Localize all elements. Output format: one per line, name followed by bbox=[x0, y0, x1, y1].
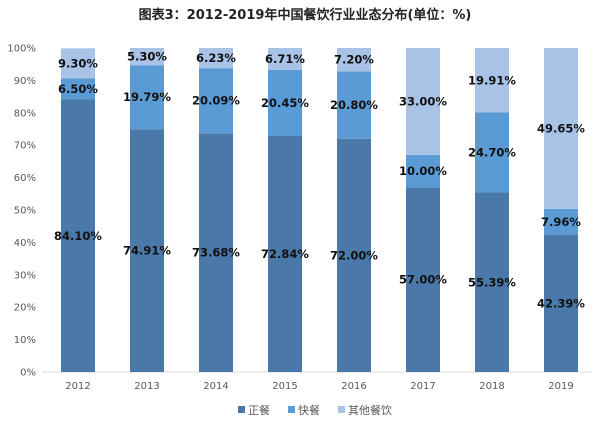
bar-segment bbox=[199, 48, 233, 69]
y-tick-label: 60% bbox=[14, 173, 36, 184]
data-label: 6.71% bbox=[265, 52, 305, 66]
bars bbox=[61, 48, 578, 373]
bar-segment bbox=[130, 65, 164, 130]
chart-title: 图表3：2012-2019年中国餐饮行业业态分布(单位：%) bbox=[139, 7, 472, 23]
legend-label: 快餐 bbox=[298, 403, 320, 417]
bar-segment bbox=[337, 138, 371, 372]
data-label: 9.30% bbox=[58, 56, 98, 70]
bar-segment bbox=[268, 48, 302, 70]
bar-segment bbox=[61, 99, 95, 373]
x-tick-label: 2016 bbox=[341, 381, 366, 392]
x-tick-label: 2012 bbox=[65, 381, 90, 392]
data-label: 72.84% bbox=[261, 247, 309, 261]
bar-segment bbox=[544, 234, 578, 372]
data-label: 49.65% bbox=[537, 121, 585, 135]
bar-segment bbox=[406, 154, 440, 188]
y-tick-label: 0% bbox=[20, 368, 36, 379]
data-label: 55.39% bbox=[468, 275, 516, 289]
bar-segment bbox=[61, 48, 95, 79]
data-label: 10.00% bbox=[399, 164, 447, 178]
legend-swatch bbox=[338, 406, 345, 413]
y-tick-label: 20% bbox=[14, 303, 36, 314]
data-label: 19.91% bbox=[468, 73, 516, 87]
x-tick-label: 2015 bbox=[272, 381, 297, 392]
bar-segment bbox=[268, 135, 302, 372]
y-tick-label: 50% bbox=[14, 206, 36, 217]
data-label: 6.50% bbox=[58, 82, 98, 96]
data-label: 6.23% bbox=[196, 51, 236, 65]
bar-segment bbox=[475, 192, 509, 372]
bar-segment bbox=[61, 78, 95, 100]
data-label: 20.09% bbox=[192, 94, 240, 108]
bar-segment bbox=[406, 187, 440, 372]
y-tick-label: 70% bbox=[14, 141, 36, 152]
bar-segment bbox=[199, 68, 233, 134]
legend-swatch bbox=[238, 406, 245, 413]
data-label: 33.00% bbox=[399, 94, 447, 108]
x-tick-label: 2019 bbox=[548, 381, 573, 392]
x-tick-label: 2018 bbox=[479, 381, 504, 392]
x-tick-label: 2014 bbox=[203, 381, 228, 392]
data-label: 84.10% bbox=[54, 229, 102, 243]
bar-segment bbox=[475, 112, 509, 193]
legend-label: 其他餐饮 bbox=[348, 403, 392, 417]
data-label: 57.00% bbox=[399, 273, 447, 287]
legend: 正餐 快餐 其他餐饮 bbox=[238, 403, 392, 417]
x-tick-label: 2017 bbox=[410, 381, 435, 392]
x-tick-label: 2013 bbox=[134, 381, 159, 392]
bar-segment bbox=[544, 208, 578, 235]
data-label: 20.45% bbox=[261, 96, 309, 110]
bar-segment bbox=[475, 48, 509, 113]
data-label: 20.80% bbox=[330, 98, 378, 112]
data-label: 72.00% bbox=[330, 248, 378, 262]
y-tick-label: 10% bbox=[14, 335, 36, 346]
bar-segment bbox=[544, 48, 578, 209]
y-tick-label: 80% bbox=[14, 108, 36, 119]
bar-segment bbox=[199, 133, 233, 372]
bar-segment bbox=[130, 48, 164, 66]
data-labels: 84.10% 6.50% 9.30% 74.91% 19.79% 5.30% 73.68% 2… bbox=[54, 50, 585, 311]
bar-segment bbox=[406, 48, 440, 155]
bar-segment bbox=[130, 129, 164, 372]
data-label: 19.79% bbox=[123, 90, 171, 104]
legend-swatch bbox=[288, 406, 295, 413]
bar-segment bbox=[268, 69, 302, 136]
data-label: 73.68% bbox=[192, 246, 240, 260]
y-tick-label: 30% bbox=[14, 270, 36, 281]
data-label: 5.30% bbox=[127, 50, 167, 64]
y-tick-label: 90% bbox=[14, 76, 36, 87]
data-label: 74.91% bbox=[123, 244, 171, 258]
legend-label: 正餐 bbox=[248, 403, 270, 417]
bar-segment bbox=[337, 71, 371, 139]
data-label: 24.70% bbox=[468, 146, 516, 160]
data-label: 42.39% bbox=[537, 296, 585, 310]
y-tick-label: 40% bbox=[14, 238, 36, 249]
data-label: 7.20% bbox=[334, 53, 374, 67]
y-tick-label: 100% bbox=[7, 44, 36, 55]
data-label: 7.96% bbox=[541, 215, 581, 229]
bar-segment bbox=[337, 48, 371, 72]
